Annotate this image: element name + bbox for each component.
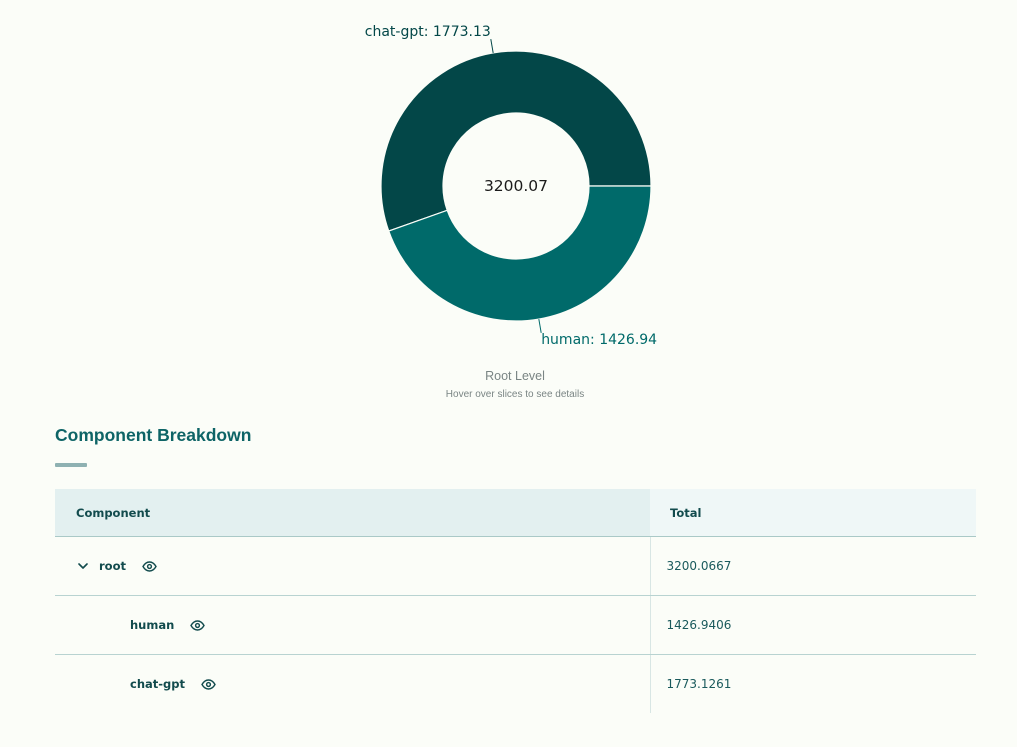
- section-title: Component Breakdown: [55, 425, 252, 445]
- eye-icon[interactable]: [190, 619, 206, 631]
- eye-icon[interactable]: [201, 678, 216, 690]
- component-table: Component Total root 3200.: [55, 489, 976, 713]
- donut-slice-human[interactable]: [387, 185, 652, 322]
- column-header-total[interactable]: Total: [650, 489, 976, 537]
- donut-slice-chat-gpt[interactable]: [380, 50, 652, 232]
- row-name: chat-gpt: [130, 677, 185, 691]
- table-header-row: Component Total: [55, 489, 976, 537]
- donut-chart: chat-gpt: 1773.13 human: 1426.94 3200.07: [365, 24, 657, 348]
- row-total: 1773.1261: [666, 677, 732, 691]
- table-row: chat-gpt 1773.1261: [55, 654, 976, 713]
- eye-icon[interactable]: [142, 560, 157, 572]
- chart-subcaption: Hover over slices to see details: [445, 389, 585, 400]
- slice-label-chat-gpt: chat-gpt: 1773.13: [365, 24, 491, 40]
- title-underline: [55, 463, 87, 467]
- column-header-component[interactable]: Component: [55, 489, 650, 537]
- row-name: human: [130, 618, 175, 632]
- row-total: 3200.0667: [650, 536, 976, 596]
- table-row: human 1426.9406: [55, 595, 976, 655]
- chart-caption: Root Level: [485, 369, 545, 383]
- chevron-down-icon[interactable]: [77, 560, 89, 572]
- row-total: 1426.9406: [650, 595, 976, 655]
- leader-line-chat-gpt: [490, 39, 494, 54]
- row-name: root: [99, 559, 126, 573]
- slice-label-human: human: 1426.94: [541, 332, 657, 348]
- leader-line-human: [538, 318, 542, 333]
- donut-center-total: 3200.07: [484, 177, 548, 195]
- table-row: root 3200.0667: [55, 536, 976, 596]
